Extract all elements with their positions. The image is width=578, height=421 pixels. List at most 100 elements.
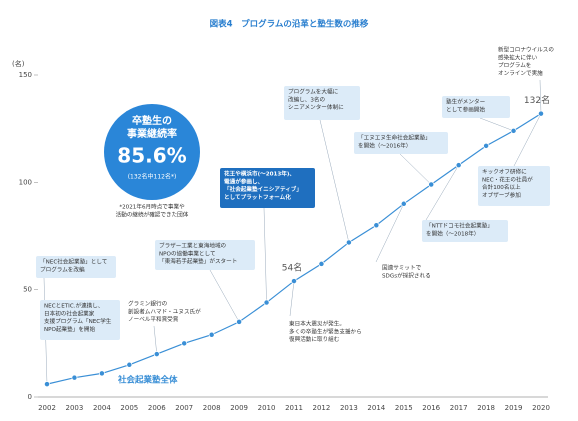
annotation-text: 電通が参画し、 [224,177,263,185]
leader-line [263,207,267,303]
point [510,127,517,134]
leader-line [425,165,459,221]
annotation-text: 「NEC社会起業塾」として [40,258,107,266]
point [345,239,352,246]
annotation-text: 合計100名以上 [482,183,521,191]
point [126,361,133,368]
annotation-text: を開始（〜2016年） [358,141,411,149]
annotation-box [422,220,508,242]
leader-line [289,281,295,317]
x-tick-label: 2002 [38,404,56,412]
annotation-text: NEC・花王の社員が [482,175,533,183]
annotation-text: として参画開始 [446,105,485,113]
x-tick-label: 2010 [258,404,276,412]
x-tick-label: 2007 [175,404,193,412]
x-tick-label: 2006 [148,404,166,412]
annotation-text: オンラインで実施 [498,69,543,77]
annotation-text: としてプラットフォーム化 [224,193,291,201]
highlight-note: 活動の継続が確認できた団体 [116,211,189,219]
point [538,110,544,117]
point [291,278,297,285]
annotation-text: 「東海若手起業塾」がスタート [159,257,237,265]
annotation-text: NPOの協働事業として [159,249,216,257]
point [208,331,215,338]
annotation-text: 感染拡大に伴い [498,53,538,61]
annotation-text: 東日本大震災が発生。 [289,320,345,328]
point [483,142,490,149]
x-tick-label: 2013 [340,404,358,412]
leader-line [209,269,240,322]
annotation-text: を開始（〜2018年） [426,229,479,237]
highlight-note: *2021年6月時点で事業や [119,203,185,211]
x-tick-label: 2020 [532,404,550,412]
annotation-box [36,256,116,278]
annotation-text: 改編し、3名の [288,95,326,103]
annotation-box [478,166,550,206]
x-tick-label: 2017 [450,404,468,412]
legend-label: 社会起業塾全体 [117,375,178,386]
annotation-text: シニアメンター体制に [288,103,344,111]
annotation-text: 日本初の社会起業家 [44,309,95,317]
leader-line [513,113,542,167]
annotation-box [284,86,360,120]
x-tick-label: 2004 [93,404,111,412]
annotation-text: プログラムを大幅に [288,88,339,96]
annotation-text: NPO起業塾」を開始 [44,325,96,333]
value-label: 54名 [282,262,302,274]
annotation-box [155,240,255,270]
y-tick-label: 150 [19,71,32,79]
annotation-text: 国連サミットで [382,264,422,272]
x-tick-label: 2012 [313,404,331,412]
x-tick-label: 2014 [367,404,385,412]
x-tick-label: 2015 [395,404,413,412]
point [455,162,462,169]
x-tick-label: 2003 [66,404,84,412]
annotation-text: 多くの卒塾生が緊急支援から [289,327,362,335]
point [428,181,435,188]
x-tick-label: 2009 [230,404,248,412]
leader-line [399,153,432,185]
point [373,222,380,229]
leader-line [539,79,542,114]
annotation-text: ブラザー工業と東海地域の [159,242,227,250]
annotation-text: キックオフ研修に [482,168,527,176]
point [98,370,105,377]
annotation-text: プログラムを [498,61,531,69]
point [236,318,243,325]
highlight-title: 卒塾生の [132,114,172,127]
leader-line [153,325,158,355]
annotation-text: 創設者ムハマド・ユヌス氏が [128,307,201,315]
annotation-text: SDGsが採択される [382,271,431,279]
x-tick-label: 2019 [505,404,523,412]
x-tick-label: 2005 [120,404,138,412]
highlight-detail: (132名中112名*) [128,173,177,181]
leader-line [319,119,350,243]
point [400,200,407,207]
point [153,351,160,358]
annotation-text: 新型コロナウイルスの [498,46,554,54]
x-tick-label: 2016 [422,404,440,412]
annotation-text: 復興活動に取り組む [289,335,340,343]
point [181,340,188,347]
annotation-box [220,168,315,208]
highlight-title: 事業継続率 [127,127,177,140]
x-tick-label: 2018 [477,404,495,412]
annotation-box [354,132,448,154]
leader-line [479,117,514,132]
annotation-text: プログラムを改編 [40,265,85,273]
x-tick-label: 2008 [203,404,221,412]
point [263,299,270,306]
point [318,260,325,267]
y-unit: (名) [12,59,25,68]
point [71,374,78,381]
annotation-text: 花王や横浜市(〜2013年)、 [224,170,295,178]
annotation-text: 塾生がメンター [446,98,486,106]
annotation-text: 支援プログラム「NEC学生 [44,317,112,325]
value-label: 132名 [524,94,550,106]
annotation-text: 「社会起業塾イニシアティブ」 [224,185,302,193]
annotation-box [40,300,120,340]
y-tick-label: 100 [19,178,32,186]
y-tick-label: 0 [28,393,32,401]
chart-title: 図表4 プログラムの沿革と塾生数の推移 [210,19,369,30]
